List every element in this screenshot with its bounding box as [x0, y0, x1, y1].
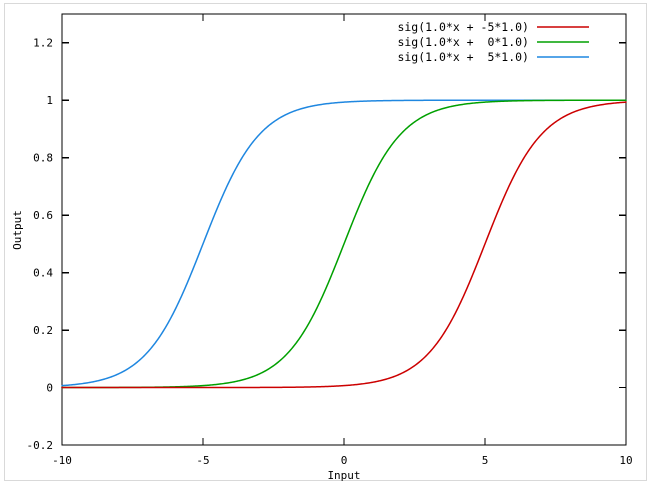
y-tick-label-4: 0.6	[33, 209, 53, 222]
y-tick-label-3: 0.4	[33, 267, 53, 280]
y-axis-title: Output	[11, 210, 24, 250]
x-axis-title: Input	[327, 469, 360, 482]
legend-label-0: sig(1.0*x + -5*1.0)	[397, 20, 529, 34]
y-axis-tick-labels: -0.2 0 0.2 0.4 0.6 0.8 1 1.2	[27, 37, 54, 452]
y-tick-label-0: -0.2	[27, 439, 54, 452]
curve-series-0	[61, 101, 627, 389]
x-tick-label-2: 0	[341, 454, 348, 467]
data-curves	[61, 99, 627, 389]
x-axis-ticks	[61, 14, 627, 445]
curve-series-1	[61, 99, 627, 389]
x-axis-tick-labels: -10 -5 0 5 10	[52, 454, 633, 467]
y-tick-label-7: 1.2	[33, 37, 53, 50]
x-tick-label-0: -10	[52, 454, 72, 467]
chart-legend: sig(1.0*x + -5*1.0)sig(1.0*x + 0*1.0)sig…	[397, 20, 589, 64]
x-tick-label-4: 10	[619, 454, 632, 467]
y-tick-label-5: 0.8	[33, 152, 53, 165]
legend-label-2: sig(1.0*x + 5*1.0)	[397, 50, 529, 64]
y-tick-label-2: 0.2	[33, 324, 53, 337]
plot-frame	[61, 13, 627, 446]
y-tick-label-6: 1	[46, 94, 53, 107]
y-tick-label-1: 0	[46, 382, 53, 395]
x-tick-label-3: 5	[482, 454, 489, 467]
legend-label-1: sig(1.0*x + 0*1.0)	[397, 35, 529, 49]
x-tick-label-1: -5	[196, 454, 209, 467]
